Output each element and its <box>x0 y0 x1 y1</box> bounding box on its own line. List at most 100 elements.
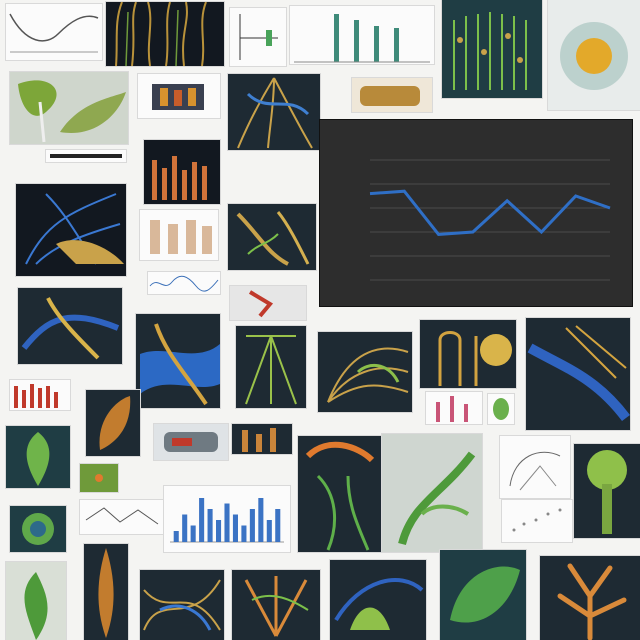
green-field-graphic <box>453 12 527 90</box>
thumb-oval[interactable] <box>488 394 514 424</box>
leaf-graphic <box>18 80 126 143</box>
scatter-graphic <box>512 508 562 532</box>
thumb-line-plot-1[interactable] <box>6 4 102 60</box>
thumb-green-pod[interactable] <box>440 550 526 640</box>
thumb-fan-structure[interactable] <box>318 332 412 412</box>
thumb-bar-11 <box>266 520 272 542</box>
main-line-chart[interactable] <box>320 120 632 306</box>
figure-panel-graphic <box>152 84 204 110</box>
thumb-green-plant[interactable] <box>6 426 70 488</box>
thumb-figure-panel[interactable] <box>138 74 220 118</box>
thumb-flowchart[interactable] <box>80 500 164 534</box>
thumb-cylinders[interactable] <box>140 210 218 260</box>
thumb-green-tree[interactable] <box>574 444 640 538</box>
thumb-bar-2 <box>190 525 196 542</box>
thumb-bars <box>173 498 281 542</box>
thumb-orange-fan[interactable] <box>232 570 320 640</box>
small-columns-graphic <box>242 428 276 452</box>
thumb-stems-image[interactable] <box>106 2 224 66</box>
thumb-green-tag[interactable] <box>80 464 118 492</box>
blue-vessels-graphic <box>25 193 124 265</box>
pink-bars-graphic <box>436 396 468 422</box>
thumb-bar-columns[interactable] <box>290 6 434 64</box>
thumb-bar-chart-plot <box>170 498 284 543</box>
thumb-leaf-photo[interactable] <box>10 72 128 144</box>
thumb-bud[interactable] <box>10 506 66 552</box>
thumb-bar-chart[interactable] <box>164 486 290 552</box>
green-tag-graphic <box>95 474 103 482</box>
thumb-orange-bars[interactable] <box>144 140 220 204</box>
thumb-green-frame[interactable] <box>236 326 306 408</box>
thumb-bar-0 <box>173 531 179 542</box>
thumb-green-field[interactable] <box>442 0 542 98</box>
seed-graphic <box>560 22 628 90</box>
thumb-amber-column[interactable] <box>84 544 128 640</box>
vascular-graphic <box>305 441 375 551</box>
stems-graphic <box>115 2 207 66</box>
thumb-coral[interactable] <box>540 556 640 640</box>
thumb-device[interactable] <box>154 424 228 460</box>
thumb-scatter[interactable] <box>502 500 572 542</box>
thumb-bar-12 <box>275 509 281 542</box>
plant-3d-graphic <box>236 211 310 266</box>
line-plot-graphic <box>9 13 99 53</box>
thumb-bar-3 <box>199 498 205 542</box>
green-stem-graphic <box>24 572 48 640</box>
tangle-graphic <box>143 579 221 631</box>
oval-graphic <box>493 398 509 420</box>
thumb-root-system[interactable] <box>228 74 320 150</box>
red-bars-graphic <box>14 384 58 408</box>
thumb-strip <box>46 150 126 162</box>
thumb-bar-6 <box>224 503 230 542</box>
thumb-small-columns[interactable] <box>232 424 292 454</box>
flowchart-graphic <box>85 507 159 525</box>
thumb-specimen[interactable] <box>352 78 432 112</box>
thumb-wave-plot[interactable] <box>148 272 220 294</box>
thumb-blue-wave[interactable] <box>136 314 220 408</box>
cylinders-graphic <box>150 220 212 254</box>
thumb-amber-leaf[interactable] <box>86 390 140 456</box>
thumb-tangle[interactable] <box>140 570 224 640</box>
thumb-green-leaves[interactable] <box>330 560 426 640</box>
thumb-vascular[interactable] <box>298 436 382 552</box>
thumb-pink-bars[interactable] <box>426 392 482 424</box>
bud-graphic <box>22 513 54 545</box>
thumb-golden-branches[interactable] <box>420 320 516 388</box>
root-system-graphic <box>237 77 313 149</box>
amber-leaf-graphic <box>99 396 131 450</box>
thumb-blue-sweep[interactable] <box>526 318 630 430</box>
fan-graphic <box>327 347 409 403</box>
green-pod-graphic <box>450 566 520 623</box>
series-line <box>369 189 611 236</box>
thumb-bar-5 <box>216 520 222 542</box>
thumb-green-branch[interactable] <box>382 434 482 552</box>
thumb-bar-4 <box>207 509 213 542</box>
thumb-sketch[interactable] <box>500 436 570 498</box>
thumb-bar-7 <box>232 514 238 542</box>
orange-bars-graphic <box>152 156 207 200</box>
blue-sweep-graphic <box>527 325 630 422</box>
thumb-bar-8 <box>241 525 247 542</box>
red-object-graphic <box>248 290 274 318</box>
specimen-graphic <box>360 86 420 106</box>
thumb-diagram-1[interactable] <box>230 8 286 66</box>
amber-column-graphic <box>98 548 114 638</box>
thumb-red-bars[interactable] <box>10 380 70 410</box>
golden-branches-graphic <box>438 331 512 386</box>
thumb-bar-9 <box>249 509 255 542</box>
thumb-bar-10 <box>258 498 264 542</box>
main-line-chart-plot <box>369 159 611 281</box>
thumb-blue-vessels[interactable] <box>16 184 126 276</box>
columns-graphic <box>294 14 430 63</box>
chart-grid <box>370 159 610 281</box>
thumb-seed-photo[interactable] <box>548 0 640 110</box>
green-plant-graphic <box>26 432 50 486</box>
thumb-green-stem[interactable] <box>6 562 66 640</box>
thumb-plant-3d[interactable] <box>228 204 316 270</box>
thumb-bar-1 <box>182 514 188 542</box>
thumb-yellow-blue[interactable] <box>18 288 122 364</box>
thumb-red-object[interactable] <box>230 286 306 320</box>
green-frame-graphic <box>245 335 297 405</box>
wave-graphic <box>149 275 219 292</box>
green-branch-graphic <box>398 451 476 546</box>
